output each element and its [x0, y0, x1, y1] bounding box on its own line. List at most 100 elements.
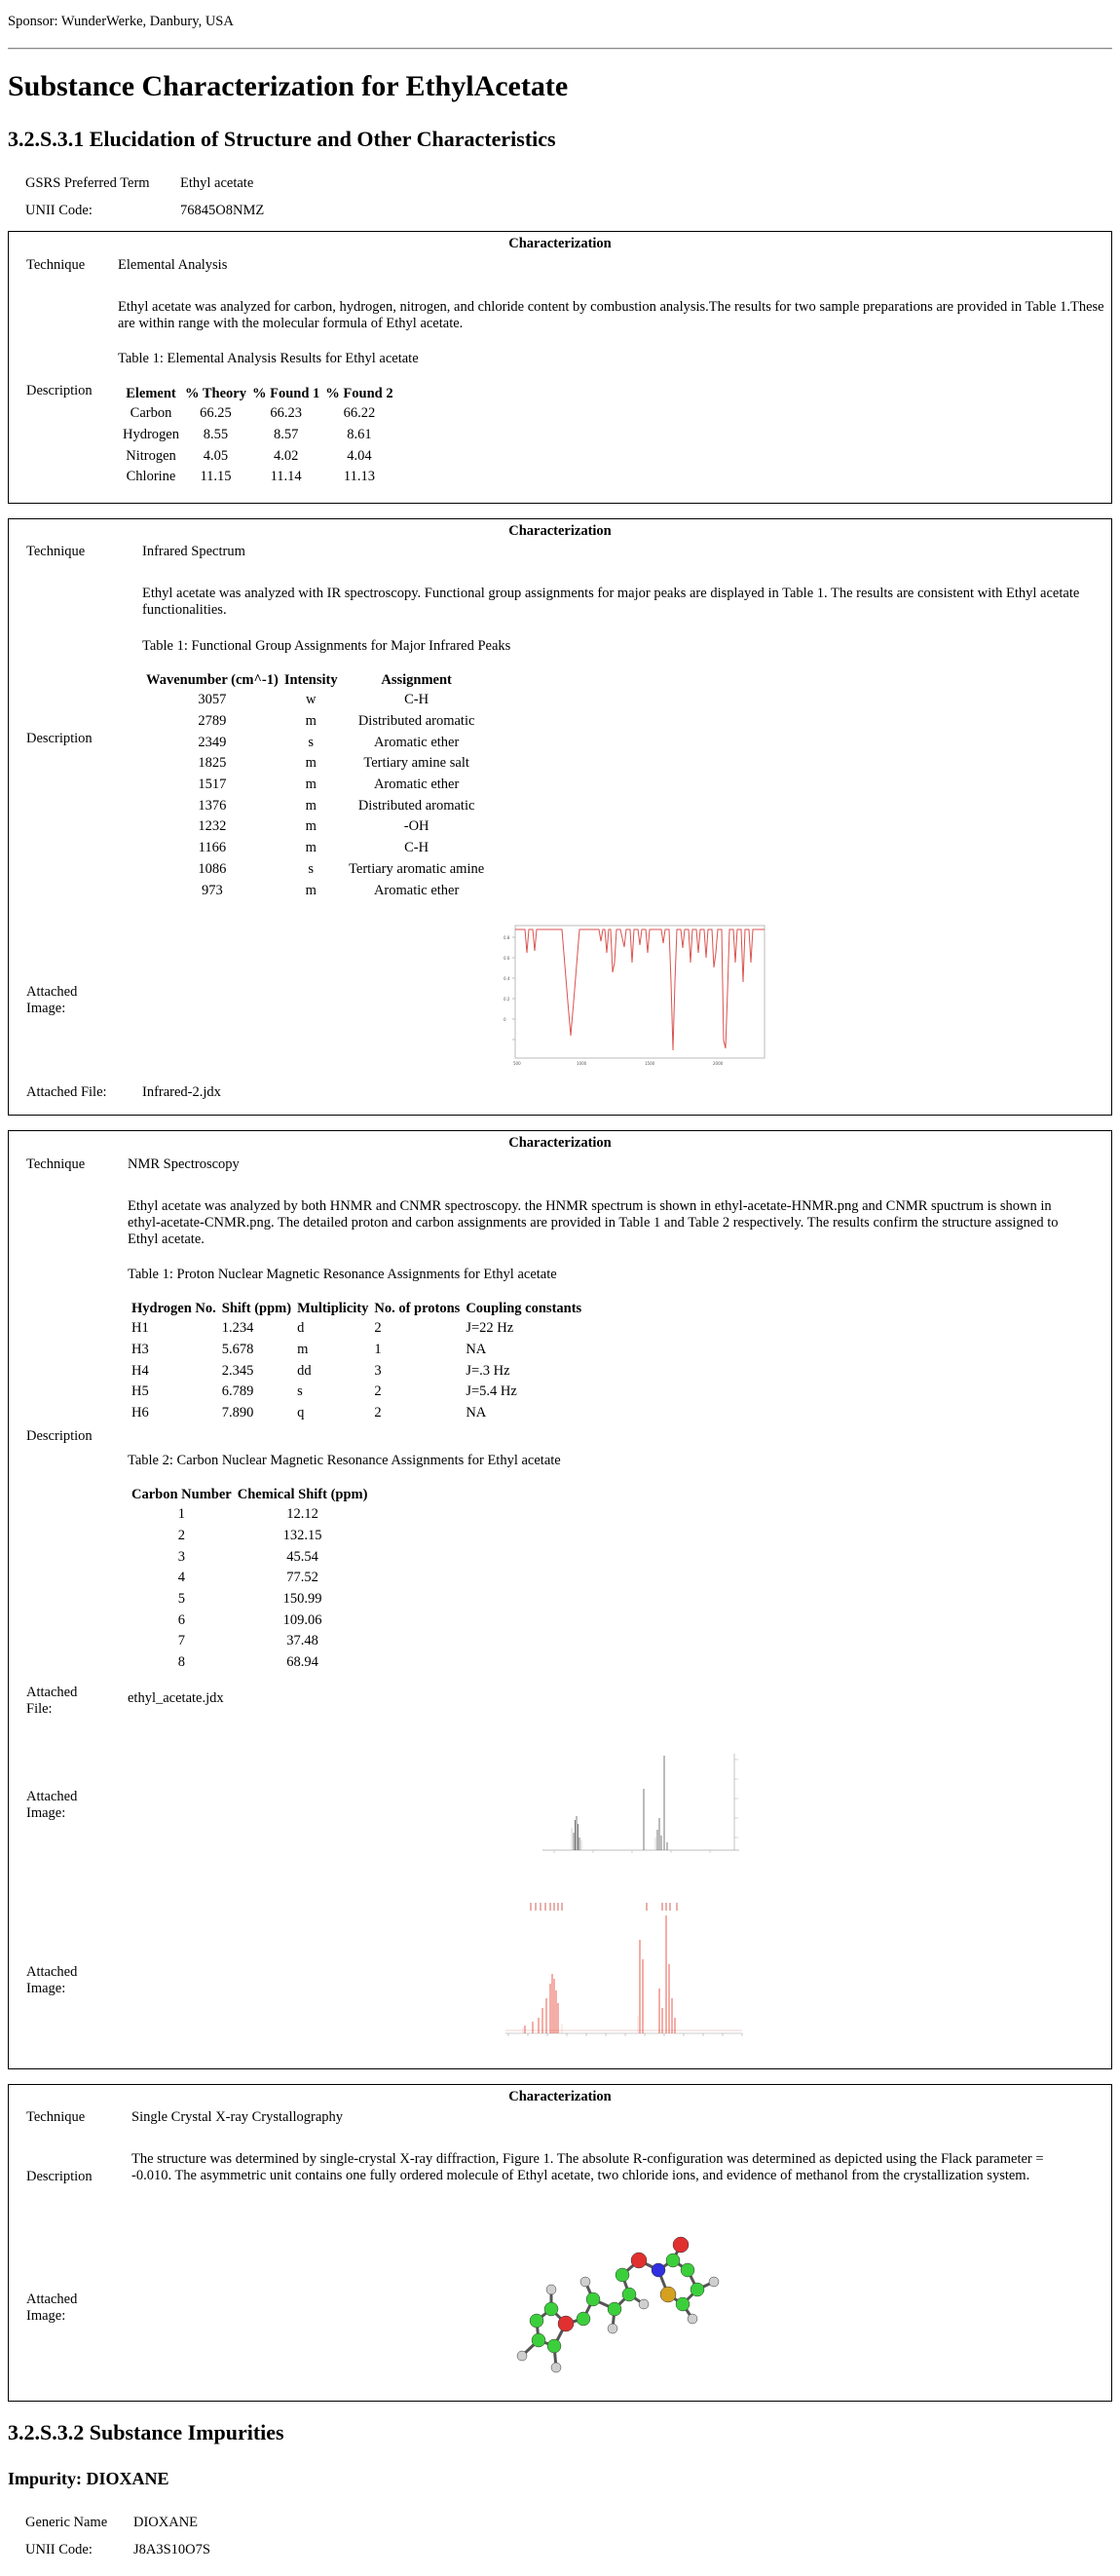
table-row: Nitrogen 4.05 4.02 4.04: [120, 445, 396, 467]
technique-value: Infrared Spectrum: [142, 544, 245, 559]
table-cell: 2: [177, 1528, 185, 1544]
characterization-box-nmr: Characterization Technique NMR Spectrosc…: [8, 1130, 1112, 2069]
table-row: 2349 s Aromatic ether: [143, 732, 493, 753]
table-row: 1232 m -OH: [143, 816, 493, 838]
svg-text:0.4: 0.4: [504, 976, 510, 981]
attached-image-label: Attached Image:: [26, 984, 78, 1016]
table-row: 2 132.15: [129, 1526, 370, 1547]
unii2-value: J8A3S10O7S: [133, 2542, 210, 2557]
table-cell: 3: [177, 1548, 185, 1565]
technique-label: Technique: [26, 2109, 86, 2125]
table-row: 4 77.52: [129, 1568, 370, 1589]
table-cell: s: [297, 1383, 303, 1400]
table-cell: d: [297, 1320, 305, 1337]
table-header: Hydrogen No.: [131, 1300, 216, 1316]
table-cell: H4: [131, 1362, 149, 1379]
table-cell: H1: [131, 1320, 149, 1337]
technique-value: Elemental Analysis: [118, 257, 228, 273]
table-cell: J=.3 Hz: [466, 1362, 510, 1379]
table-cell: 6: [177, 1611, 185, 1628]
table-cell: 4: [177, 1570, 185, 1586]
ir-peaks-table: Wavenumber (cm^-1) Intensity Assignment …: [143, 670, 493, 901]
svg-text:0.6: 0.6: [504, 956, 510, 961]
table-row: 1086 s Tertiary aromatic amine: [143, 859, 493, 881]
table-cell: 5.678: [221, 1342, 254, 1358]
table-cell: 66.25: [200, 405, 232, 422]
table-header: No. of protons: [374, 1300, 461, 1316]
table-caption: Table 1: Functional Group Assignments fo…: [142, 638, 511, 654]
unii-label: UNII Code:: [25, 203, 93, 218]
table-row: H4 2.345 dd 3 J=.3 Hz: [129, 1360, 584, 1382]
table-row: Hydrogen 8.55 8.57 8.61: [120, 425, 396, 446]
description-text: Ethyl acetate was analyzed with IR spect…: [142, 586, 1080, 618]
attached-file-link[interactable]: Infrared-2.jdx: [142, 1084, 221, 1100]
attached-image-label: Attached Image:: [26, 1789, 78, 1821]
table-cell: 45.54: [286, 1548, 318, 1565]
table-row: Chlorine 11.15 11.14 11.13: [120, 467, 396, 488]
table-row: 2789 m Distributed aromatic: [143, 711, 493, 733]
table-cell: 1376: [198, 797, 227, 814]
table-cell: 11.13: [343, 469, 375, 485]
table-cell: H5: [131, 1383, 149, 1400]
table-cell: C-H: [404, 692, 429, 708]
table-cell: s: [308, 860, 315, 877]
characterization-heading: Characterization: [508, 1135, 612, 1151]
gsrs-label: GSRS Preferred Term: [25, 175, 150, 191]
characterization-heading: Characterization: [508, 2089, 612, 2104]
table-row: Carbon 66.25 66.23 66.22: [120, 403, 396, 425]
svg-text:0.8: 0.8: [504, 935, 510, 940]
attached-file-label: Attached File:: [26, 1685, 78, 1717]
sponsor-line: Sponsor: WunderWerke, Danbury, USA: [8, 14, 234, 29]
attached-image-label: Attached Image:: [26, 2292, 78, 2324]
attached-file-link[interactable]: ethyl_acetate.jdx: [128, 1690, 224, 1706]
table-cell: 132.15: [282, 1528, 322, 1544]
table-row: 973 m Aromatic ether: [143, 880, 493, 901]
svg-text:500: 500: [513, 1061, 521, 1066]
table-header: Assignment: [381, 671, 452, 688]
cnmr-spectrum-image: [505, 1903, 743, 2036]
table-cell: 11.14: [270, 469, 302, 485]
svg-text:0.2: 0.2: [504, 997, 510, 1002]
attached-image-label: Attached Image:: [26, 1964, 78, 1996]
table-cell: 12.12: [286, 1506, 318, 1523]
table-cell: q: [297, 1405, 305, 1421]
table-cell: 2: [374, 1320, 382, 1337]
table-cell: 11.15: [200, 469, 232, 485]
table-row: 1825 m Tertiary amine salt: [143, 753, 493, 775]
table-header: Coupling constants: [466, 1300, 582, 1316]
table-cell: 7.890: [221, 1405, 254, 1421]
table-cell: m: [305, 755, 317, 772]
table-cell: 1: [177, 1506, 185, 1523]
table-row: 1166 m C-H: [143, 838, 493, 859]
table-cell: 2: [374, 1383, 382, 1400]
crystal-structure-image: [516, 2236, 720, 2373]
proton-nmr-table: Hydrogen No. Shift (ppm) Multiplicity No…: [129, 1299, 584, 1423]
table-cell: 66.22: [343, 405, 376, 422]
table-row: 1376 m Distributed aromatic: [143, 795, 493, 816]
table-cell: -OH: [403, 818, 429, 835]
table-header: % Found 1: [251, 385, 320, 401]
table-header: Multiplicity: [297, 1300, 369, 1316]
characterization-heading: Characterization: [508, 236, 612, 251]
table-cell: 1: [374, 1342, 382, 1358]
table-cell: 2789: [198, 713, 227, 730]
table-cell: m: [305, 818, 317, 835]
table-row: 8 68.94: [129, 1652, 370, 1674]
table-row: H6 7.890 q 2 NA: [129, 1403, 584, 1424]
hnmr-spectrum-image: [542, 1754, 739, 1853]
table-header: Chemical Shift (ppm): [237, 1486, 368, 1502]
table-cell: 4.04: [347, 447, 372, 464]
table-cell: 7: [177, 1633, 185, 1649]
table-cell: 5: [177, 1591, 185, 1608]
table-cell: 2: [374, 1405, 382, 1421]
technique-label: Technique: [26, 544, 86, 559]
table-cell: 973: [202, 882, 223, 898]
table-cell: 1517: [198, 777, 227, 793]
header-divider: [8, 48, 1112, 50]
svg-text:0: 0: [504, 1017, 506, 1022]
table-cell: H6: [131, 1405, 149, 1421]
section-heading-structure: 3.2.S.3.1 Elucidation of Structure and O…: [8, 127, 556, 151]
table-cell: Distributed aromatic: [357, 713, 475, 730]
table-cell: 150.99: [282, 1591, 322, 1608]
table2-caption: Table 2: Carbon Nuclear Magnetic Resonan…: [128, 1453, 561, 1468]
